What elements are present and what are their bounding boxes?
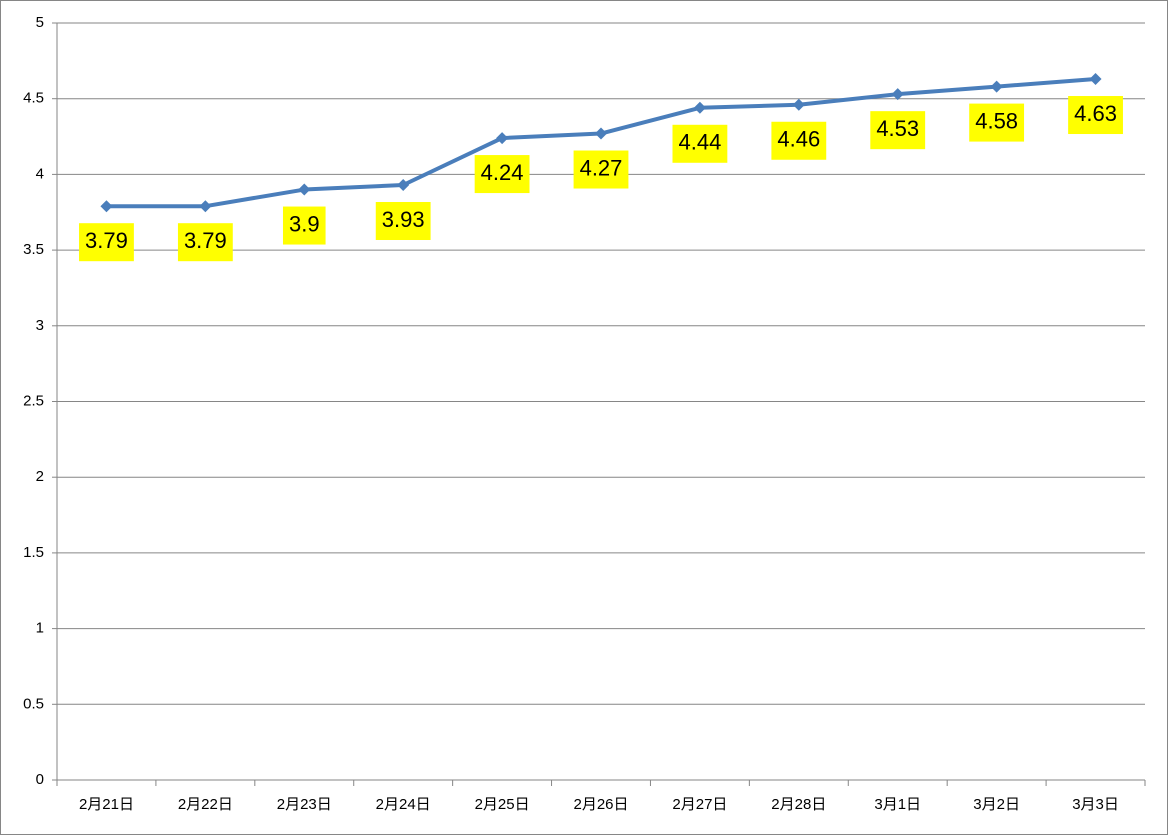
x-tick-label: 2月26日: [573, 796, 628, 813]
data-label: 4.53: [876, 116, 919, 141]
data-label-bg: [672, 124, 728, 163]
x-tick-label: 3月3日: [1072, 796, 1119, 813]
data-label: 3.79: [85, 228, 128, 253]
x-tick-label: 2月24日: [376, 796, 431, 813]
data-label: 4.46: [777, 127, 820, 152]
x-tick-label: 2月25日: [475, 796, 530, 813]
x-tick-label: 2月23日: [277, 796, 332, 813]
x-tick-label: 2月21日: [79, 796, 134, 813]
data-label: 4.58: [975, 108, 1018, 133]
data-label: 4.63: [1074, 101, 1117, 126]
data-label: 4.44: [678, 130, 721, 155]
data-point: [990, 80, 1003, 93]
data-label-bg: [79, 223, 134, 262]
data-point: [891, 88, 904, 101]
data-label: 3.79: [184, 228, 227, 253]
data-point: [496, 132, 509, 145]
data-label-bg: [969, 103, 1025, 142]
x-tick-label: 3月2日: [973, 796, 1020, 813]
data-label: 4.27: [580, 155, 623, 180]
data-point: [693, 101, 706, 114]
y-tick-label: 5: [36, 14, 44, 31]
data-point: [792, 98, 805, 111]
data-label: 4.24: [481, 160, 524, 185]
data-label-bg: [177, 223, 233, 262]
data-point: [100, 200, 113, 213]
y-tick-label: 2: [36, 468, 44, 485]
x-tick-label: 2月27日: [672, 796, 727, 813]
data-label-bg: [474, 155, 530, 194]
data-label-bg: [771, 121, 827, 160]
data-point: [397, 178, 410, 191]
data-label: 3.9: [289, 211, 320, 236]
y-tick-label: 3: [36, 317, 44, 334]
data-label-bg: [282, 206, 326, 245]
data-label-bg: [1068, 96, 1123, 135]
data-point: [199, 200, 212, 213]
data-point: [595, 127, 607, 140]
y-tick-label: 3.5: [23, 241, 44, 258]
y-tick-label: 1: [36, 620, 44, 637]
y-tick-label: 0.5: [23, 695, 44, 712]
y-tick-label: 4: [36, 165, 44, 182]
data-point: [1089, 73, 1102, 86]
data-label-bg: [375, 201, 431, 240]
data-label-bg: [573, 150, 629, 189]
y-tick-label: 0: [36, 771, 44, 788]
x-tick-label: 2月28日: [771, 796, 826, 813]
data-point: [298, 183, 311, 196]
y-tick-label: 1.5: [23, 544, 44, 561]
y-tick-label: 2.5: [23, 392, 44, 409]
y-tick-label: 4.5: [23, 90, 44, 107]
data-label-bg: [870, 111, 926, 150]
x-tick-label: 3月1日: [874, 796, 921, 813]
x-tick-label: 2月22日: [178, 796, 233, 813]
data-label: 3.93: [382, 207, 425, 232]
